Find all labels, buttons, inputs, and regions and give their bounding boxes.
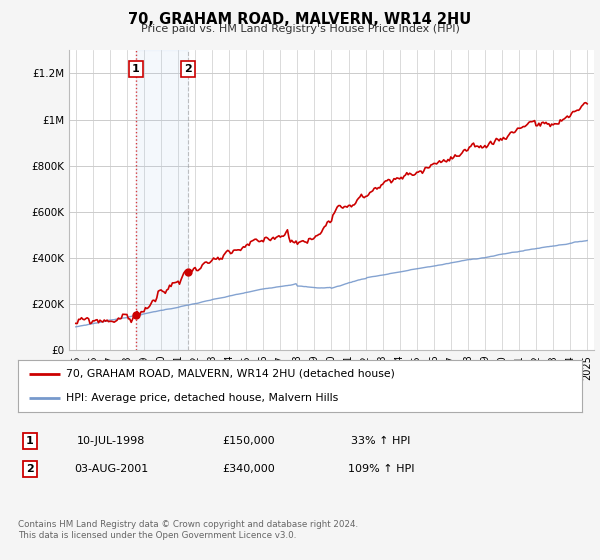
Text: 109% ↑ HPI: 109% ↑ HPI <box>348 464 414 474</box>
Text: 70, GRAHAM ROAD, MALVERN, WR14 2HU (detached house): 70, GRAHAM ROAD, MALVERN, WR14 2HU (deta… <box>66 368 395 379</box>
Text: 1: 1 <box>26 436 34 446</box>
Text: Price paid vs. HM Land Registry's House Price Index (HPI): Price paid vs. HM Land Registry's House … <box>140 24 460 34</box>
Text: 10-JUL-1998: 10-JUL-1998 <box>77 436 145 446</box>
Text: Contains HM Land Registry data © Crown copyright and database right 2024.
This d: Contains HM Land Registry data © Crown c… <box>18 520 358 540</box>
Text: 70, GRAHAM ROAD, MALVERN, WR14 2HU: 70, GRAHAM ROAD, MALVERN, WR14 2HU <box>128 12 472 27</box>
Text: 33% ↑ HPI: 33% ↑ HPI <box>352 436 410 446</box>
Text: 2: 2 <box>184 64 192 74</box>
Text: 1: 1 <box>132 64 140 74</box>
Text: HPI: Average price, detached house, Malvern Hills: HPI: Average price, detached house, Malv… <box>66 393 338 403</box>
Text: 03-AUG-2001: 03-AUG-2001 <box>74 464 148 474</box>
Text: £150,000: £150,000 <box>223 436 275 446</box>
Bar <box>136 50 188 350</box>
Text: 2: 2 <box>26 464 34 474</box>
Text: £340,000: £340,000 <box>223 464 275 474</box>
